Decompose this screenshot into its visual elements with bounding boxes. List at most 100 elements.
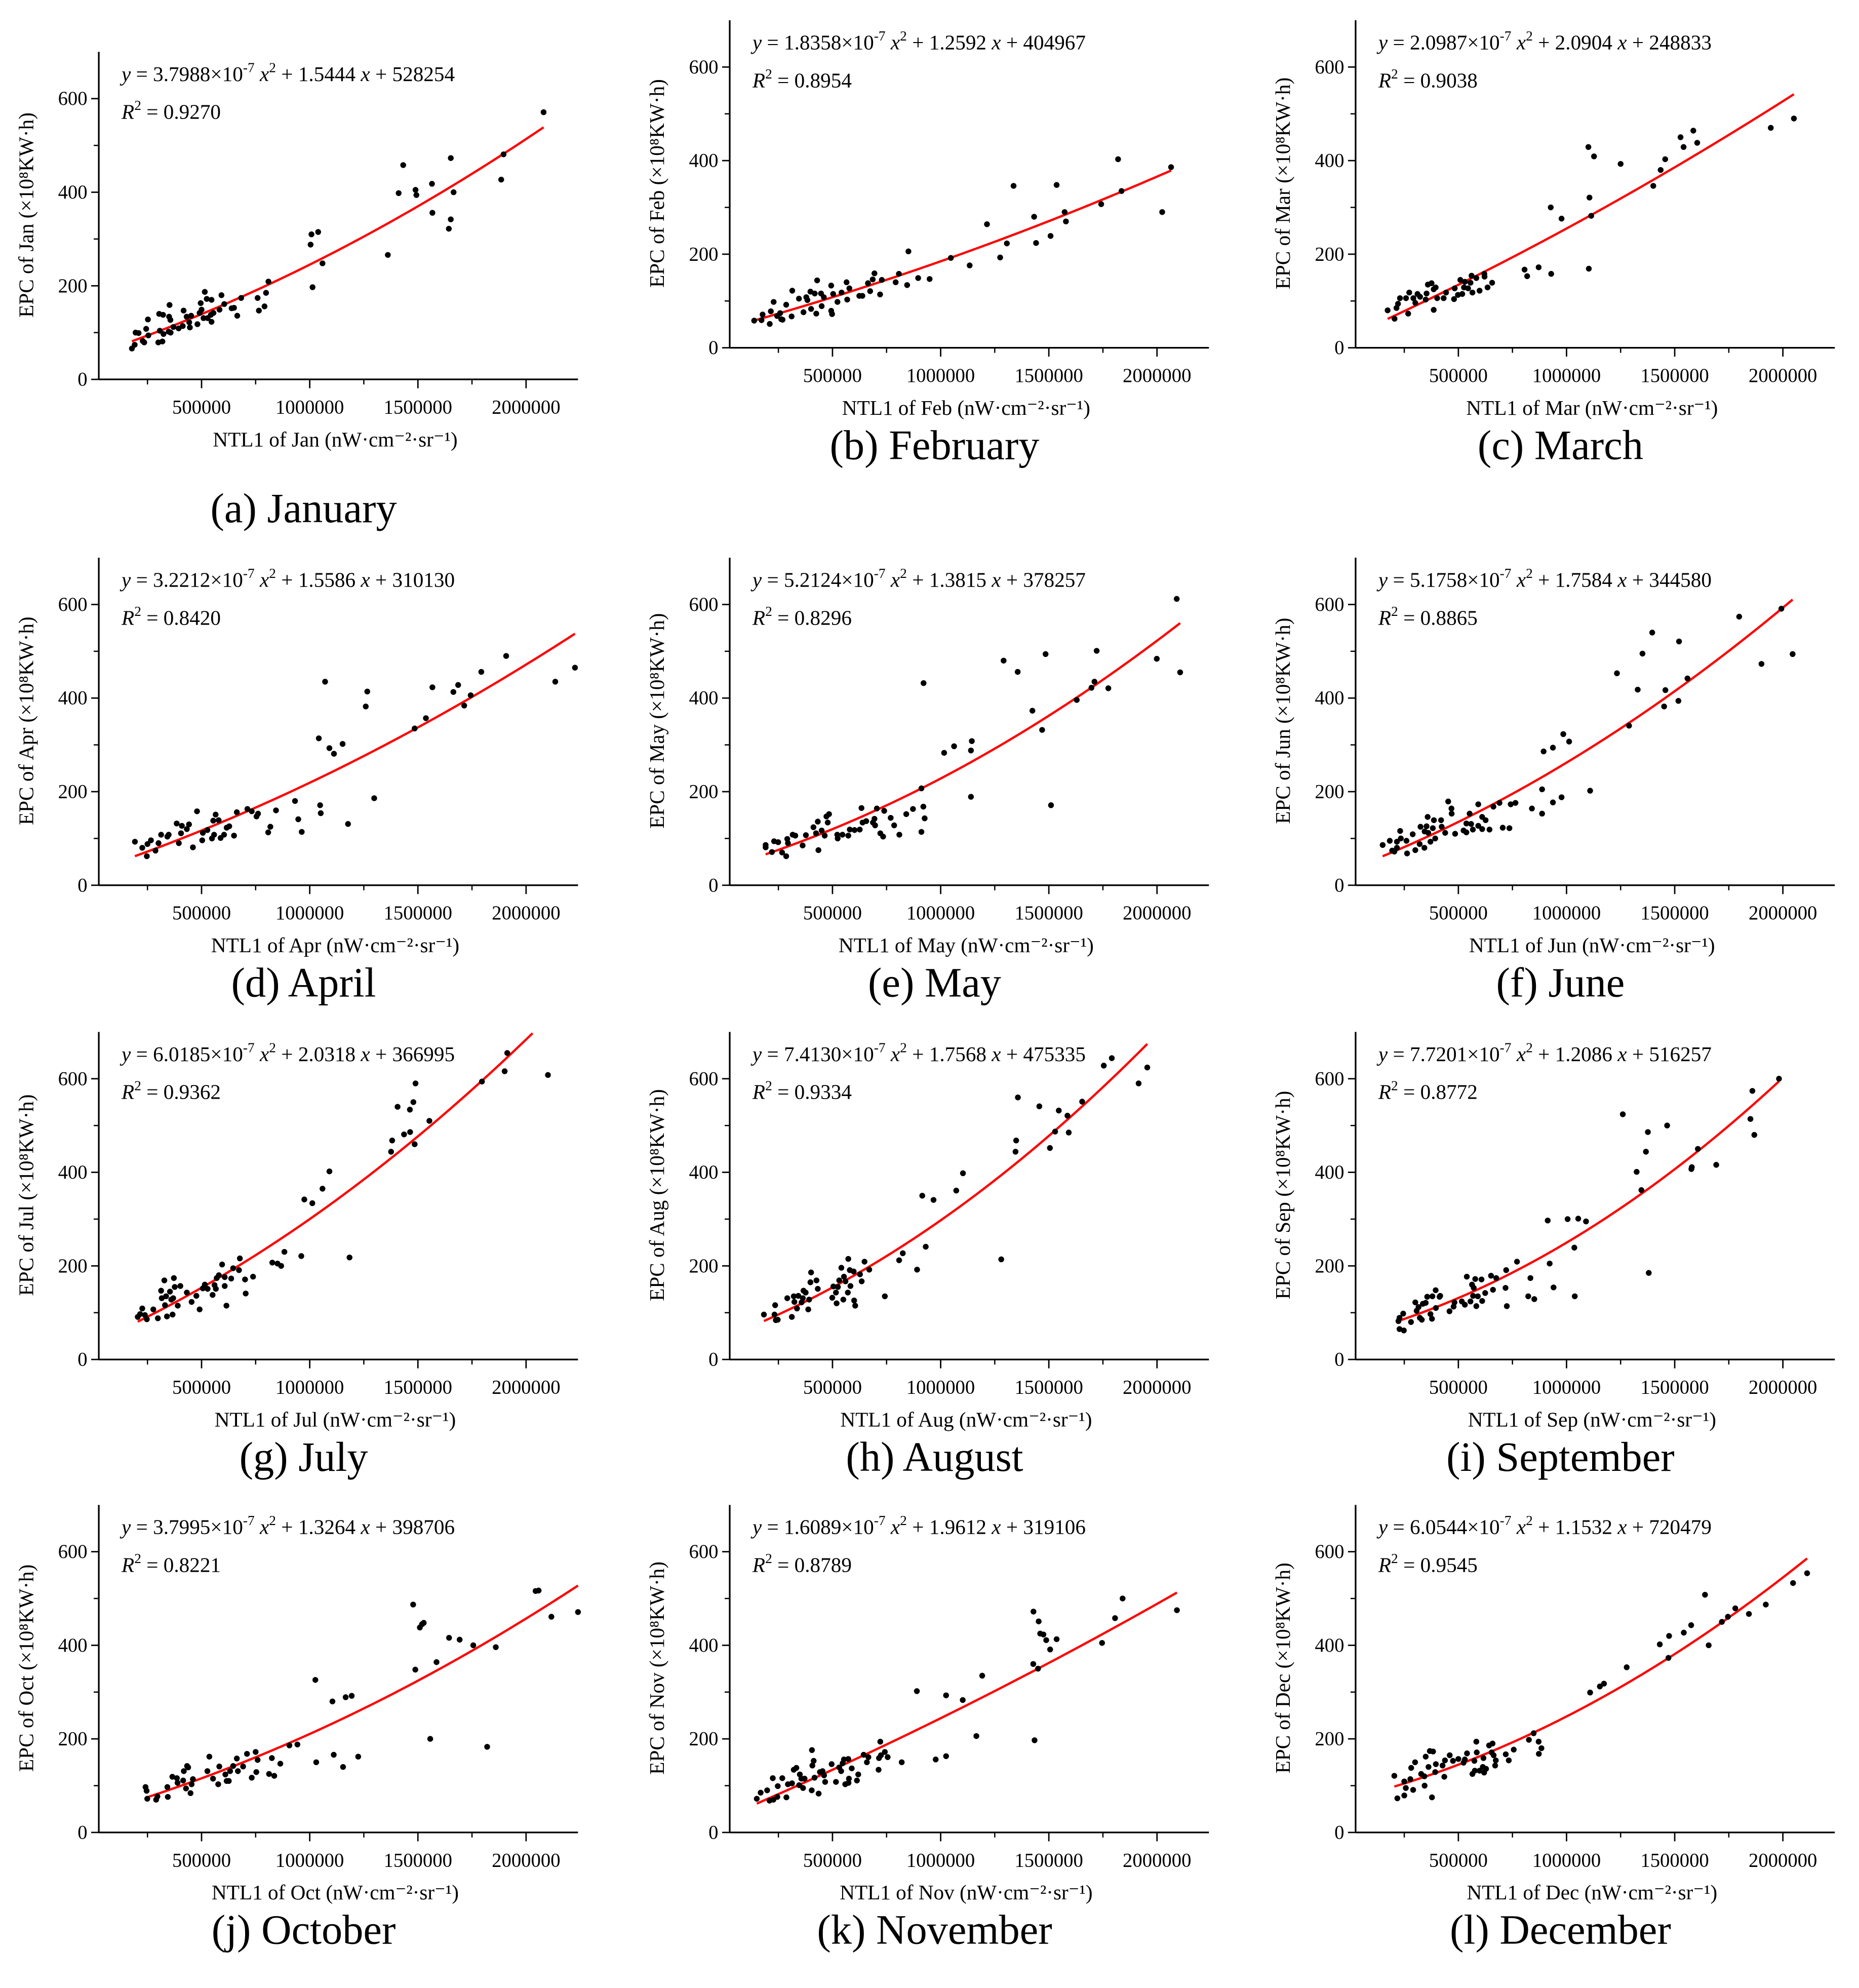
data-point [1032,1737,1038,1743]
eq-y: y [750,1042,762,1066]
data-point [181,1768,187,1774]
fit-equation: y = 7.7201×10-7 x2 + 1.2086 x + 516257 [1376,1040,1712,1065]
eq-space [886,568,891,592]
data-point [1676,638,1682,645]
data-point [202,1281,208,1288]
data-point [230,1763,236,1769]
r2-power: 2 [1391,66,1398,82]
y-tick-label: 600 [689,594,718,615]
data-point [1656,1641,1663,1648]
data-point [226,823,232,830]
y-tick-label: 0 [1334,1349,1344,1371]
data-point [1174,1607,1180,1613]
data-point [1379,842,1386,848]
y-axis-label: EPC of Sep (×10⁸KW·h) [1271,1091,1295,1300]
data-point [312,1677,319,1683]
data-point [1105,685,1112,691]
data-point [791,1299,798,1305]
data-point [479,1078,485,1085]
data-point [1791,115,1797,122]
data-point [308,231,314,238]
data-point [1564,1216,1571,1222]
data-point [807,1279,814,1285]
data-point [805,1306,811,1312]
data-point [830,291,836,297]
data-point [144,1796,150,1802]
y-tick-label: 200 [58,1729,88,1750]
data-point [1665,1655,1672,1661]
data-point [389,1137,395,1144]
data-point [833,1779,839,1785]
x-tick-label: 500000 [1429,1377,1488,1398]
data-point [190,1776,196,1782]
data-point [1524,273,1530,280]
data-point [997,254,1003,261]
r2-r: R [1378,1553,1391,1577]
eq-c: + 248833 [1627,30,1712,54]
data-point [201,315,207,321]
y-tick-label: 600 [58,594,88,615]
data-point [1506,825,1513,831]
data-point [920,803,927,810]
data-point [194,808,200,814]
data-point [973,1733,979,1739]
data-point [806,1297,812,1303]
x-axis-label: NTL1 of Dec (nW·cm⁻²·sr⁻¹) [1467,1881,1717,1904]
y-tick-label: 0 [708,875,718,896]
y-tick-label: 400 [58,1162,88,1183]
data-point [446,225,452,232]
data-point [1529,805,1535,812]
data-point [1395,301,1401,307]
x-tick-label: 1000000 [1532,1377,1601,1398]
data-point [1396,1315,1403,1321]
data-point [1036,1103,1043,1110]
data-point [842,1278,849,1284]
data-point [1645,1129,1651,1135]
r2-value: = 0.9545 [1398,1553,1478,1577]
fit-curve [145,1584,579,1799]
data-point [177,1283,183,1289]
data-point [154,1794,161,1800]
y-tick-label: 600 [1315,57,1344,78]
data-point [407,1107,413,1113]
data-point [223,1303,229,1309]
data-point [828,283,835,289]
data-point [882,1749,888,1755]
eq-space [886,30,891,54]
data-point [1061,209,1068,215]
data-point [155,840,162,846]
data-point [1479,826,1485,832]
data-point [779,1775,785,1781]
data-point [348,1693,355,1699]
data-point [1173,596,1180,602]
data-point [346,1254,352,1261]
data-point [1407,1776,1413,1782]
data-point [498,176,504,183]
data-point [1496,800,1502,806]
data-point [835,1284,841,1290]
data-point [818,303,825,309]
data-point [187,324,193,331]
data-point [208,319,215,325]
data-point [1702,1591,1708,1598]
y-tick-label: 0 [1334,875,1344,896]
data-point [1040,1631,1047,1638]
eq-x-power: 2 [269,1513,276,1528]
panel-d: 500000 1000000 1500000 2000000 0 200 400 600 NTL… [14,558,578,1005]
eq-c: + 344580 [1627,568,1712,592]
data-point [861,1259,867,1265]
data-point [1030,1661,1037,1667]
r2-power: 2 [134,1551,141,1566]
data-point [273,807,279,813]
data-point [1638,1187,1645,1193]
eq-x: x [991,30,1001,54]
eq-a-exponent: -7 [243,60,255,75]
data-point [363,704,369,710]
panel-k: 500000 1000000 1500000 2000000 0 200 400 600 NTL… [645,1505,1209,1953]
y-tick-label: 200 [689,781,718,802]
data-point [877,1738,884,1745]
data-point [164,1784,171,1790]
eq-a-exponent: -7 [874,1040,886,1055]
r2-power: 2 [765,604,772,619]
data-point [1056,1107,1062,1114]
